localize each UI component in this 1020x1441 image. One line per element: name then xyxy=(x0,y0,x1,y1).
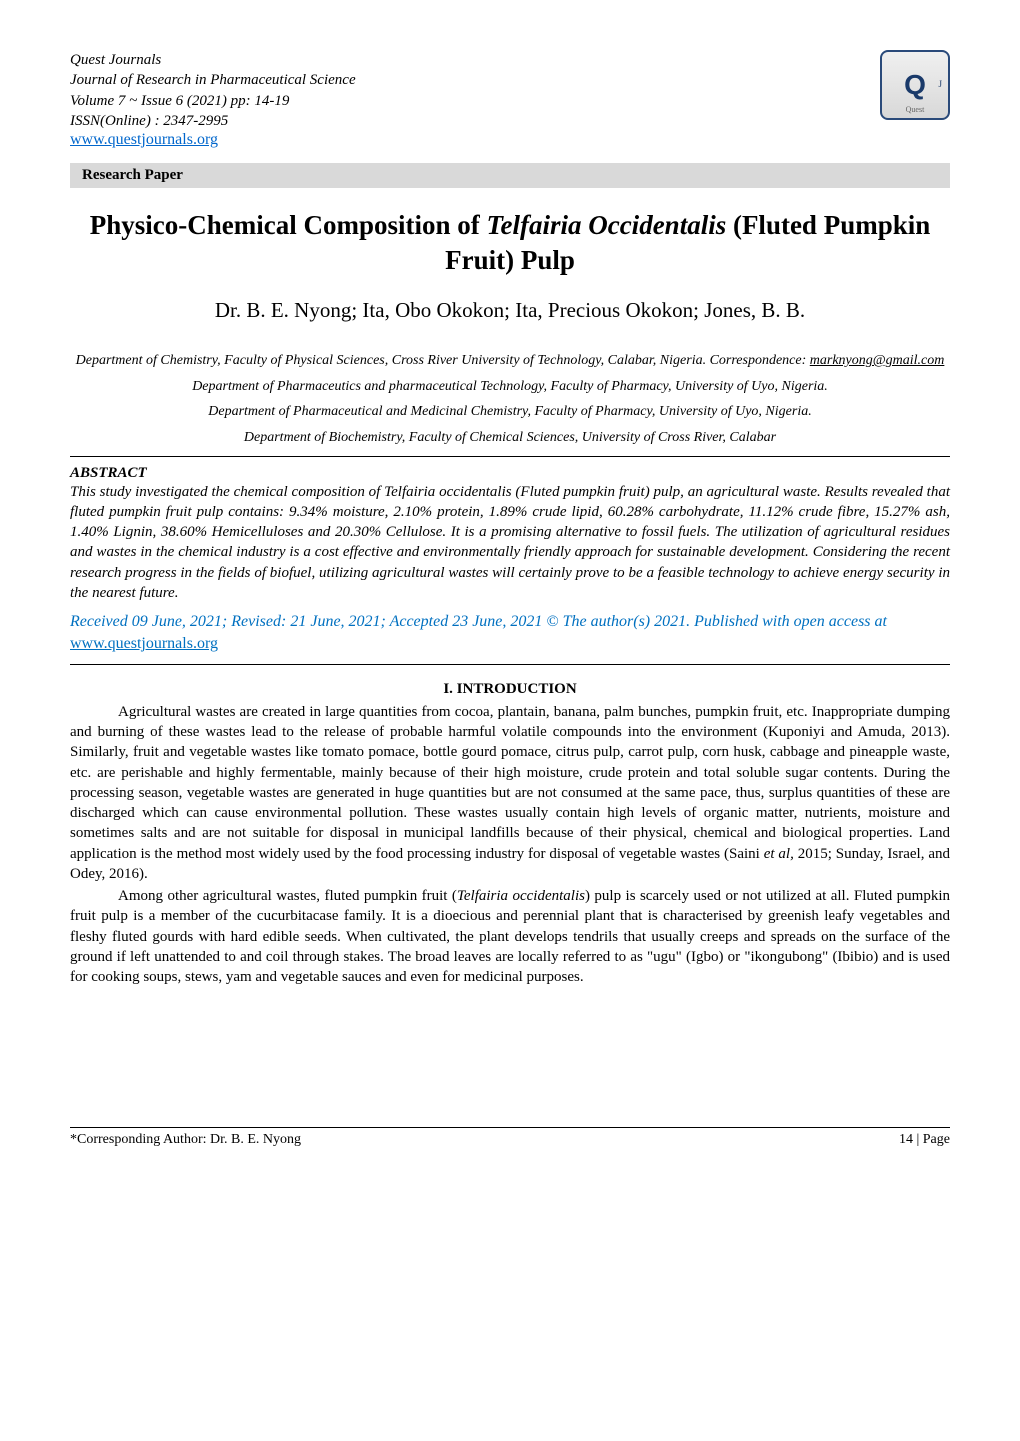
received-text: Received 09 June, 2021; Revised: 21 June… xyxy=(70,613,887,630)
footer-divider xyxy=(70,1127,950,1128)
open-access-link[interactable]: www.questjournals.org xyxy=(70,635,218,652)
logo-j-letter: J xyxy=(938,80,942,89)
journal-volume: Volume 7 ~ Issue 6 (2021) pp: 14-19 xyxy=(70,91,356,111)
abstract-block: ABSTRACT This study investigated the che… xyxy=(70,465,950,604)
footer-page-number: 14 | Page xyxy=(899,1132,950,1148)
affiliation-1: Department of Chemistry, Faculty of Phys… xyxy=(70,351,950,371)
logo-brand-text: Quest xyxy=(882,105,948,114)
intro-p1-a: Agricultural wastes are created in large… xyxy=(70,704,950,862)
abstract-body: This study investigated the chemical com… xyxy=(70,482,950,604)
affiliation-2: Department of Pharmaceutics and pharmace… xyxy=(70,377,950,397)
research-paper-bar: Research Paper xyxy=(70,163,950,188)
quest-logo: Q J Quest xyxy=(880,50,950,120)
affiliation-1-text: Department of Chemistry, Faculty of Phys… xyxy=(76,353,810,368)
title-species: Telfairia Occidentalis xyxy=(486,210,726,240)
affiliation-3: Department of Pharmaceutical and Medicin… xyxy=(70,402,950,422)
abstract-heading: ABSTRACT xyxy=(70,465,950,482)
authors-line: Dr. B. E. Nyong; Ita, Obo Okokon; Ita, P… xyxy=(70,298,950,323)
received-published-line: Received 09 June, 2021; Revised: 21 June… xyxy=(70,611,950,656)
section-1-heading: I. INTRODUCTION xyxy=(70,681,950,698)
journal-name: Quest Journals xyxy=(70,50,356,70)
footer-row: *Corresponding Author: Dr. B. E. Nyong 1… xyxy=(70,1132,950,1148)
affiliation-4: Department of Biochemistry, Faculty of C… xyxy=(70,428,950,448)
title-pre: Physico-Chemical Composition of xyxy=(90,210,487,240)
paper-title: Physico-Chemical Composition of Telfairi… xyxy=(70,208,950,278)
journal-url-link[interactable]: www.questjournals.org xyxy=(70,131,218,148)
journal-issn: ISSN(Online) : 2347-2995 xyxy=(70,111,356,131)
divider-below-received xyxy=(70,664,950,665)
divider-above-abstract xyxy=(70,456,950,457)
intro-paragraph-1: Agricultural wastes are created in large… xyxy=(70,702,950,884)
intro-paragraph-2: Among other agricultural wastes, fluted … xyxy=(70,886,950,987)
footer-corresponding: *Corresponding Author: Dr. B. E. Nyong xyxy=(70,1132,301,1148)
correspondence-email[interactable]: marknyong@gmail.com xyxy=(810,353,945,368)
intro-p1-etal: et al, xyxy=(764,846,794,862)
journal-info-block: Quest Journals Journal of Research in Ph… xyxy=(70,50,356,149)
journal-title: Journal of Research in Pharmaceutical Sc… xyxy=(70,70,356,90)
intro-p2-species: Telfairia occidentalis xyxy=(457,888,585,904)
intro-p2-a: Among other agricultural wastes, fluted … xyxy=(118,888,457,904)
header-row: Quest Journals Journal of Research in Ph… xyxy=(70,50,950,157)
logo-q-letter: Q xyxy=(904,69,926,101)
